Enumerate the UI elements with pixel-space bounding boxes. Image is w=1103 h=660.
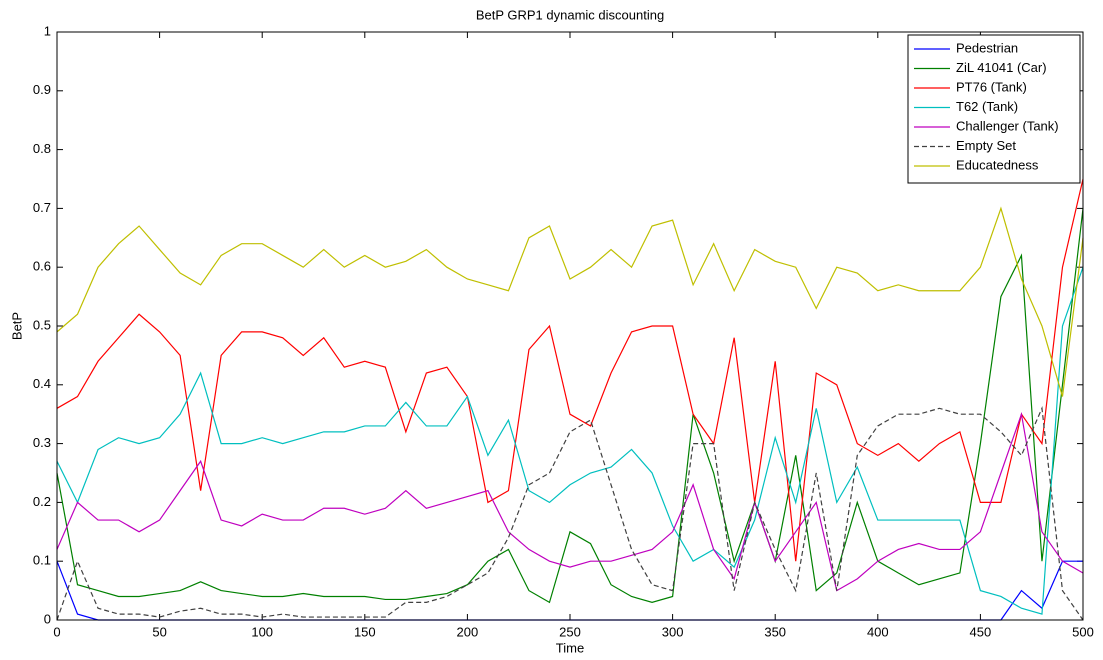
y-tick-label: 0.1 [33,553,51,568]
series-line [56,267,1084,615]
series-line [56,206,1084,397]
legend: Pedestrian ZiL 41041 (Car) PT76 (Tank) T62 … [907,34,1081,184]
series-line [56,178,1084,562]
legend-label: Challenger (Tank) [956,118,1059,133]
x-tick-label: 400 [867,624,889,639]
legend-label: Empty Set [956,138,1016,153]
legend-box [907,34,1081,184]
y-tick-label: 0.5 [33,317,51,332]
x-tick-label: 500 [1072,624,1094,639]
x-tick-label: 0 [53,624,60,639]
x-tick-label: 200 [457,624,479,639]
legend-label: PT76 (Tank) [956,79,1027,94]
legend-label: T62 (Tank) [956,99,1018,114]
y-tick-label: 0 [44,611,51,626]
series-line [56,411,1084,592]
y-tick-label: 0.3 [33,435,51,450]
x-axis-label: Time [556,640,584,655]
y-tick-label: 0.7 [33,200,51,215]
y-tick-label: 0.8 [33,141,51,156]
y-tick-label: 0.4 [33,376,51,391]
x-tick-label: 300 [662,624,684,639]
x-tick-label: 150 [354,624,376,639]
y-tick-label: 0.2 [33,494,51,509]
legend-label: Pedestrian [956,40,1018,55]
y-axis-label: BetP [9,312,24,340]
legend-label: Educatedness [956,157,1039,172]
x-tick-label: 250 [559,624,581,639]
legend-label: ZiL 41041 (Car) [956,60,1047,75]
y-tick-label: 0.6 [33,259,51,274]
plot-frame [56,31,1084,621]
series-line [56,208,1084,604]
x-tick-label: 100 [251,624,273,639]
chart-title: BetP GRP1 dynamic discounting [476,7,664,22]
y-tick-label: 1 [44,23,51,38]
x-tick-label: 450 [970,624,992,639]
x-tick-label: 350 [764,624,786,639]
x-tick-label: 50 [152,624,166,639]
y-tick-label: 0.9 [33,82,51,97]
